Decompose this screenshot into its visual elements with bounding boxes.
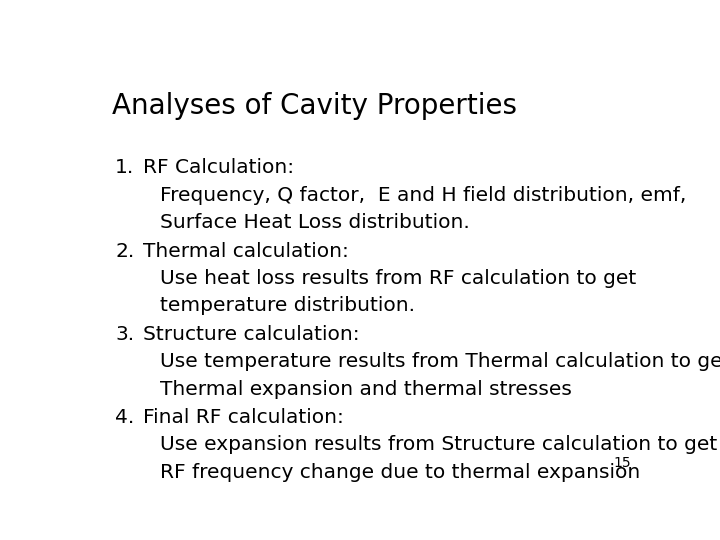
Text: Thermal calculation:: Thermal calculation: bbox=[143, 241, 349, 260]
Text: temperature distribution.: temperature distribution. bbox=[160, 296, 415, 315]
Text: Surface Heat Loss distribution.: Surface Heat Loss distribution. bbox=[160, 213, 469, 232]
Text: 3.: 3. bbox=[115, 325, 134, 343]
Text: RF frequency change due to thermal expansion: RF frequency change due to thermal expan… bbox=[160, 463, 640, 482]
Text: 15: 15 bbox=[613, 456, 631, 470]
Text: 1.: 1. bbox=[115, 158, 135, 177]
Text: Use heat loss results from RF calculation to get: Use heat loss results from RF calculatio… bbox=[160, 269, 636, 288]
Text: Thermal expansion and thermal stresses: Thermal expansion and thermal stresses bbox=[160, 380, 572, 399]
Text: Frequency, Q factor,  E and H field distribution, emf,: Frequency, Q factor, E and H field distr… bbox=[160, 186, 686, 205]
Text: 4.: 4. bbox=[115, 408, 135, 427]
Text: Analyses of Cavity Properties: Analyses of Cavity Properties bbox=[112, 92, 517, 120]
Text: Use expansion results from Structure calculation to get: Use expansion results from Structure cal… bbox=[160, 435, 717, 454]
Text: Use temperature results from Thermal calculation to get: Use temperature results from Thermal cal… bbox=[160, 352, 720, 371]
Text: Structure calculation:: Structure calculation: bbox=[143, 325, 359, 343]
Text: RF Calculation:: RF Calculation: bbox=[143, 158, 294, 177]
Text: Final RF calculation:: Final RF calculation: bbox=[143, 408, 344, 427]
Text: 2.: 2. bbox=[115, 241, 135, 260]
